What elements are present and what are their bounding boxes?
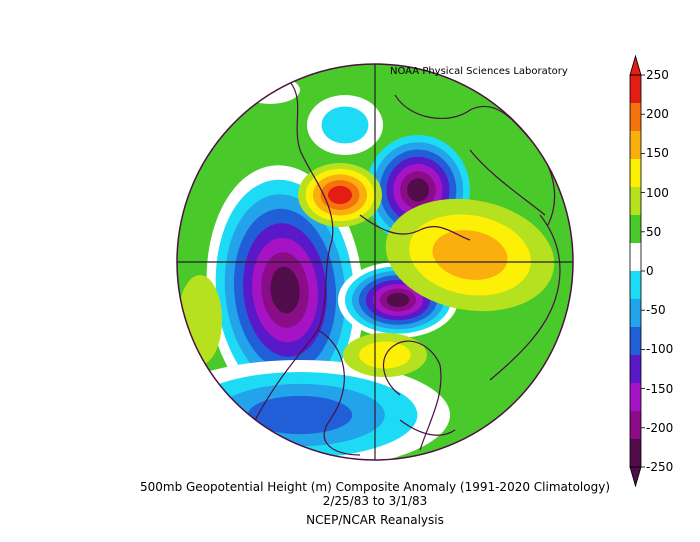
anomaly-region-ridge-siberia [385,198,555,312]
colorbar-segment [630,215,641,244]
anomaly-contour-blue [247,395,353,435]
anomaly-region-trough-arctic-cyan [307,95,383,155]
colorbar-tick-label: 50 [646,224,662,239]
coastline-8 [399,419,456,436]
colorbar-segment [630,355,641,384]
caption-dates: 2/25/83 to 3/1/83 [322,494,428,508]
colorbar [629,54,645,488]
colorbar-segment [630,75,641,104]
coastline-5 [469,149,546,216]
colorbar-tick-label: 150 [646,146,669,161]
anomaly-contour-darkest [407,178,429,202]
colorbar-segment [630,131,641,160]
coastline-1 [249,81,334,431]
anomaly-contour-orange [432,230,508,280]
colorbar-tick-label: -150 [646,381,674,396]
anomaly-region-ridge-alaska [298,163,382,227]
lab-label: NOAA Physical Sciences Laboratory [390,66,568,77]
coastline-7 [359,214,471,241]
colorbar-tick-label: -250 [646,460,674,474]
anomaly-region-ridge-west-edge [178,275,222,365]
colorbar-segment [630,439,641,468]
colorbar-tick-label: -50 [646,303,666,318]
colorbar-segment [630,243,641,272]
anomaly-region-trough-east-pacific-edge [240,76,300,104]
colorbar-tick-label: 100 [646,185,669,200]
colorbar-segment [630,159,641,188]
coastline-2 [317,329,361,456]
colorbar-tick-label: -200 [646,420,674,435]
colorbar-segment [630,383,641,412]
colorbar-segment [630,271,641,300]
coastline-6 [489,214,561,381]
colorbar-tick-label: 0 [646,264,654,278]
anomaly-contour-darkest [270,266,300,314]
anomaly-contour-white [240,76,300,104]
anomaly-contour-light_green [178,275,222,365]
anomaly-contour-red [328,185,352,205]
colorbar-tick-label: 200 [646,107,669,122]
colorbar-segment [630,327,641,356]
coastline-3 [382,340,442,451]
colorbar-tick-label: 250 [646,68,669,82]
map-boundary-circle [176,63,574,461]
anomaly-region-trough-southeast-us [177,360,450,460]
anomaly-contour-darkest [386,292,410,308]
colorbar-tick-label: -100 [646,342,674,357]
caption-title: 500mb Geopotential Height (m) Composite … [139,480,610,494]
anomaly-contour-cyan [321,106,369,144]
colorbar-segment [630,411,641,440]
colorbar-segment [630,187,641,216]
anomaly-region-trough-west-pacific [206,165,364,415]
anomaly-field [177,64,573,460]
colorbar-segment [630,299,641,328]
caption-dataset: NCEP/NCAR Reanalysis [306,513,444,527]
colorbar-max-arrow [629,54,642,76]
colorbar-segment [630,103,641,132]
